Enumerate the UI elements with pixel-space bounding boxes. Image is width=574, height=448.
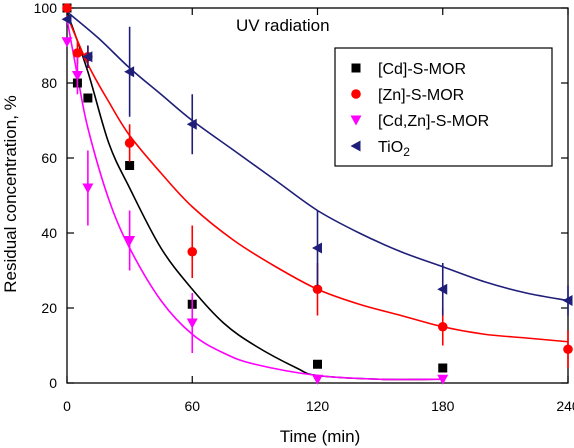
data-point xyxy=(437,321,448,332)
legend-label: [Cd,Zn]-S-MOR xyxy=(378,113,489,130)
data-point xyxy=(124,236,136,246)
data-point xyxy=(437,374,449,385)
chart-title: UV radiation xyxy=(236,16,330,35)
data-point xyxy=(124,66,135,78)
data-point xyxy=(437,283,448,295)
legend: [Cd]-S-MOR [Zn]-S-MOR [Cd,Zn]-S-MOR TiO2 xyxy=(334,47,553,167)
legend-label-subscript: 2 xyxy=(403,145,410,159)
x-tick-label: 180 xyxy=(431,398,455,414)
x-tick-label: 120 xyxy=(306,398,330,414)
x-tick-label: 0 xyxy=(63,398,71,414)
data-point xyxy=(83,93,93,103)
data-point xyxy=(61,13,72,25)
data-point xyxy=(61,37,73,48)
data-point xyxy=(72,48,83,58)
data-point xyxy=(187,246,198,257)
x-axis-title: Time (min) xyxy=(280,427,361,446)
data-point xyxy=(125,161,135,170)
data-point xyxy=(312,284,323,295)
legend-label: TiO2 xyxy=(378,139,410,159)
data-point xyxy=(186,118,197,130)
data-point xyxy=(312,374,323,385)
data-point xyxy=(562,295,573,306)
legend-marker xyxy=(350,115,362,126)
legend-marker xyxy=(351,89,361,99)
y-tick-label: 80 xyxy=(41,75,57,91)
x-tick-label: 240 xyxy=(556,398,574,414)
data-point xyxy=(563,344,573,355)
data-point xyxy=(62,3,72,13)
y-tick-label: 60 xyxy=(41,150,57,166)
legend-label: [Cd]-S-MOR xyxy=(378,61,466,78)
y-axis-title: Residual concentration, % xyxy=(1,95,20,293)
y-tick-label: 40 xyxy=(41,225,57,241)
data-point xyxy=(82,183,94,194)
data-point xyxy=(438,363,448,373)
plot-area: 0 60 120 180 240 0 20 40 60 80 100 xyxy=(34,0,574,414)
data-point xyxy=(312,242,322,254)
y-tick-label: 100 xyxy=(34,0,58,16)
y-tick-label: 20 xyxy=(41,300,57,316)
x-tick-label: 60 xyxy=(184,398,200,414)
legend-label: [Zn]-S-MOR xyxy=(378,87,464,104)
data-point xyxy=(82,51,93,63)
fit-curve-1 xyxy=(66,15,569,343)
data-point xyxy=(71,71,83,81)
data-point xyxy=(186,318,198,329)
legend-marker xyxy=(350,140,361,152)
y-tick-label: 0 xyxy=(49,375,57,391)
legend-marker xyxy=(351,63,361,73)
data-point xyxy=(313,359,322,369)
legend-box xyxy=(334,47,553,167)
data-point xyxy=(124,138,135,148)
